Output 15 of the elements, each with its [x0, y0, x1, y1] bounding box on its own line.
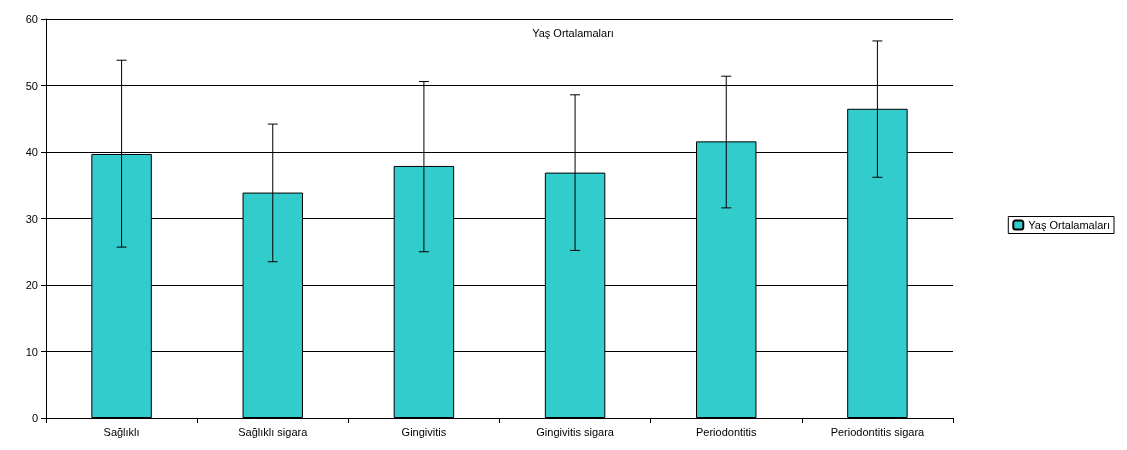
- y-tick-label: 0: [31, 412, 38, 424]
- x-tick-label: Sağlıklı sigara: [238, 425, 309, 438]
- text: Yaş Ortalamaları: [532, 26, 614, 39]
- x-tick-label: Gingivitis: [401, 425, 447, 438]
- x-tick-label: Sağlıklı: [103, 425, 140, 438]
- x-tick-label: Periodontitis: [695, 425, 758, 438]
- y-tick-label: 20: [25, 279, 38, 291]
- x-tick-label: Periodontitis sigara: [830, 425, 926, 438]
- y-tick-label: 10: [25, 345, 38, 358]
- y-tick-label: 50: [25, 79, 38, 92]
- y-tick-label: 30: [25, 212, 38, 225]
- legend-label: Yaş Ortalamaları: [1028, 219, 1111, 231]
- y-tick-label: 40: [25, 146, 38, 158]
- x-tick-label: Gingivitis sigara: [536, 425, 615, 438]
- y-tick-label: 60: [25, 13, 38, 25]
